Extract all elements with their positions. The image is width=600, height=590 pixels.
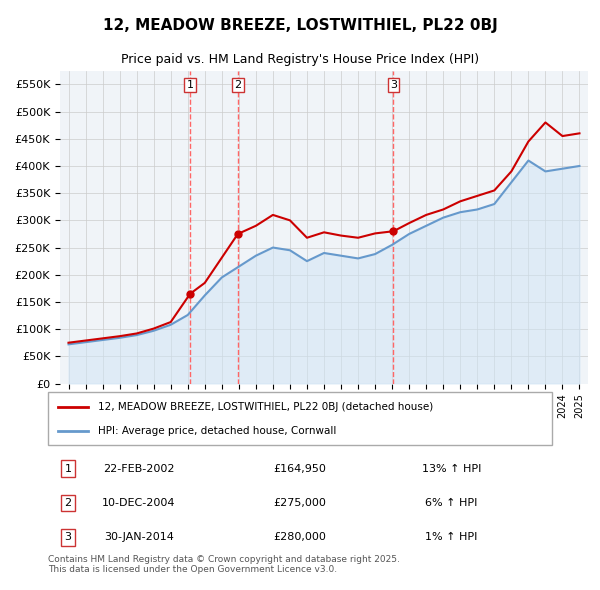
Text: 3: 3 (65, 532, 71, 542)
Text: 12, MEADOW BREEZE, LOSTWITHIEL, PL22 0BJ (detached house): 12, MEADOW BREEZE, LOSTWITHIEL, PL22 0BJ… (98, 402, 434, 412)
Text: 1: 1 (187, 80, 194, 90)
Text: £164,950: £164,950 (274, 464, 326, 474)
FancyBboxPatch shape (48, 392, 552, 445)
Text: 12, MEADOW BREEZE, LOSTWITHIEL, PL22 0BJ: 12, MEADOW BREEZE, LOSTWITHIEL, PL22 0BJ (103, 18, 497, 32)
Text: 2: 2 (234, 80, 241, 90)
Text: £280,000: £280,000 (274, 532, 326, 542)
Text: 10-DEC-2004: 10-DEC-2004 (102, 498, 175, 508)
Text: 13% ↑ HPI: 13% ↑ HPI (422, 464, 481, 474)
Text: 30-JAN-2014: 30-JAN-2014 (104, 532, 173, 542)
Text: 6% ↑ HPI: 6% ↑ HPI (425, 498, 478, 508)
Text: 3: 3 (390, 80, 397, 90)
Text: HPI: Average price, detached house, Cornwall: HPI: Average price, detached house, Corn… (98, 425, 337, 435)
Text: Contains HM Land Registry data © Crown copyright and database right 2025.
This d: Contains HM Land Registry data © Crown c… (48, 555, 400, 574)
Text: 1% ↑ HPI: 1% ↑ HPI (425, 532, 478, 542)
Text: 1: 1 (65, 464, 71, 474)
Text: £275,000: £275,000 (274, 498, 326, 508)
Text: 22-FEB-2002: 22-FEB-2002 (103, 464, 175, 474)
Text: 2: 2 (65, 498, 72, 508)
Text: Price paid vs. HM Land Registry's House Price Index (HPI): Price paid vs. HM Land Registry's House … (121, 53, 479, 66)
